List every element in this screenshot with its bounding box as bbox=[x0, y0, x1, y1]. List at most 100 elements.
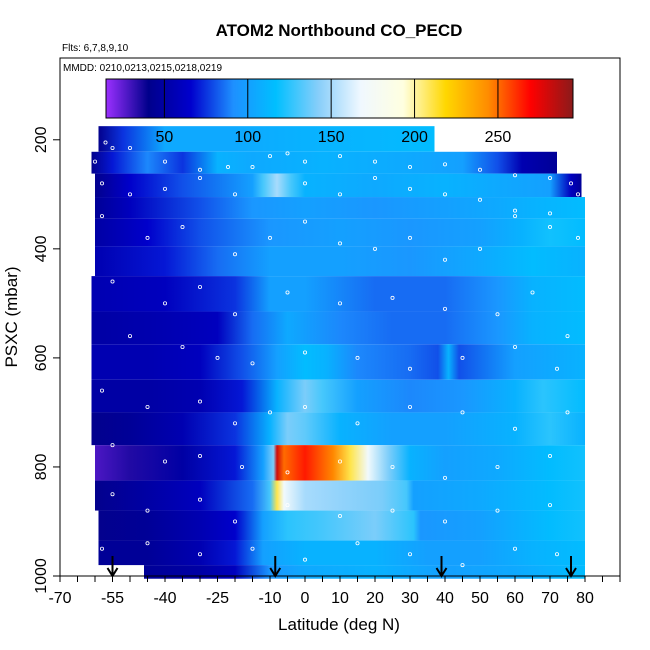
curtain-layer bbox=[95, 173, 582, 198]
sample-point bbox=[442, 192, 447, 197]
sample-point bbox=[442, 475, 447, 480]
sample-point bbox=[460, 355, 465, 360]
sample-point bbox=[215, 355, 220, 360]
sample-point bbox=[302, 181, 307, 186]
sample-point bbox=[267, 235, 272, 240]
x-tick-label: 70 bbox=[541, 590, 559, 607]
sample-point bbox=[232, 312, 237, 317]
curtain-layer bbox=[91, 151, 557, 174]
x-tick-label: 20 bbox=[366, 590, 384, 607]
x-tick-label: -70 bbox=[48, 590, 71, 607]
sample-point bbox=[355, 541, 360, 546]
x-tick-label: 50 bbox=[471, 590, 489, 607]
curtain-layers bbox=[91, 126, 585, 579]
x-tick-label: 10 bbox=[331, 590, 349, 607]
sample-point bbox=[337, 514, 342, 519]
sample-point bbox=[267, 154, 272, 159]
curtain-layer bbox=[98, 126, 435, 152]
sample-point bbox=[390, 464, 395, 469]
sample-point bbox=[442, 162, 447, 167]
sample-point bbox=[250, 361, 255, 366]
sample-point bbox=[355, 355, 360, 360]
sample-point bbox=[355, 421, 360, 426]
sample-point bbox=[337, 192, 342, 197]
y-tick-label: 800 bbox=[33, 454, 50, 481]
sample-point bbox=[407, 165, 412, 170]
sample-point bbox=[407, 366, 412, 371]
sample-point bbox=[127, 192, 132, 197]
sample-point bbox=[390, 508, 395, 513]
sample-point bbox=[232, 252, 237, 257]
sample-point bbox=[110, 492, 115, 497]
sample-point bbox=[239, 464, 244, 469]
y-axis-title: PSXC (mbar) bbox=[2, 266, 21, 367]
sample-point bbox=[110, 145, 115, 150]
sample-point bbox=[145, 235, 150, 240]
x-tick-label: 30 bbox=[401, 590, 419, 607]
sample-point bbox=[565, 334, 570, 339]
x-tick-label: -40 bbox=[153, 590, 176, 607]
sample-point bbox=[302, 219, 307, 224]
sample-point bbox=[197, 399, 202, 404]
sample-point bbox=[285, 151, 290, 156]
sample-point bbox=[225, 165, 230, 170]
sample-point bbox=[302, 557, 307, 562]
sample-point bbox=[337, 459, 342, 464]
sample-point bbox=[110, 443, 115, 448]
sample-point bbox=[555, 552, 560, 557]
sample-point bbox=[513, 426, 518, 431]
x-tick-label: 80 bbox=[576, 590, 594, 607]
sample-point bbox=[86, 129, 91, 134]
sample-point bbox=[513, 208, 518, 213]
colorbar-tick-label: 150 bbox=[318, 129, 345, 146]
colorbar-tick-label: 100 bbox=[234, 129, 261, 146]
sample-point bbox=[477, 167, 482, 172]
sample-point bbox=[110, 279, 115, 284]
sample-point bbox=[477, 246, 482, 251]
sample-point bbox=[548, 503, 553, 508]
sample-point bbox=[337, 154, 342, 159]
sample-point bbox=[232, 421, 237, 426]
sample-point bbox=[127, 334, 132, 339]
sample-point bbox=[145, 508, 150, 513]
sample-point bbox=[197, 167, 202, 172]
flights-note: Flts: 6,7,8,9,10 bbox=[62, 43, 129, 54]
curtain-layer bbox=[95, 246, 585, 277]
sample-point bbox=[576, 235, 581, 240]
sample-point bbox=[407, 552, 412, 557]
y-tick-label: 600 bbox=[33, 344, 50, 371]
x-tick-label: -55 bbox=[101, 590, 124, 607]
dates-note: MMDD: 0210,0213,0215,0218,0219 bbox=[63, 63, 222, 74]
sample-point bbox=[407, 235, 412, 240]
sample-point bbox=[267, 410, 272, 415]
sample-point bbox=[548, 454, 553, 459]
x-tick-label: -25 bbox=[206, 590, 229, 607]
sample-point bbox=[180, 225, 185, 230]
colorbar-tick-label: 50 bbox=[155, 129, 173, 146]
sample-point bbox=[513, 173, 518, 178]
sample-point bbox=[100, 214, 105, 219]
sample-point bbox=[372, 175, 377, 180]
colorbar-tick-label: 200 bbox=[401, 129, 428, 146]
sample-point bbox=[302, 350, 307, 355]
sample-point bbox=[197, 285, 202, 290]
curtain-layer bbox=[91, 276, 585, 312]
sample-point bbox=[460, 410, 465, 415]
sample-point bbox=[285, 503, 290, 508]
curtain-layer bbox=[91, 311, 585, 345]
sample-point bbox=[569, 181, 574, 186]
sample-point bbox=[576, 192, 581, 197]
sample-point bbox=[513, 344, 518, 349]
x-tick-label: 60 bbox=[506, 590, 524, 607]
sample-point bbox=[513, 214, 518, 219]
sample-point bbox=[302, 404, 307, 409]
curtain-layer bbox=[95, 197, 585, 219]
sample-point bbox=[460, 563, 465, 568]
sample-point bbox=[145, 541, 150, 546]
sample-point bbox=[495, 312, 500, 317]
sample-point bbox=[145, 404, 150, 409]
sample-point bbox=[495, 508, 500, 513]
sample-point bbox=[302, 159, 307, 164]
y-axis: 200 400 600 800 1000 bbox=[33, 126, 60, 594]
